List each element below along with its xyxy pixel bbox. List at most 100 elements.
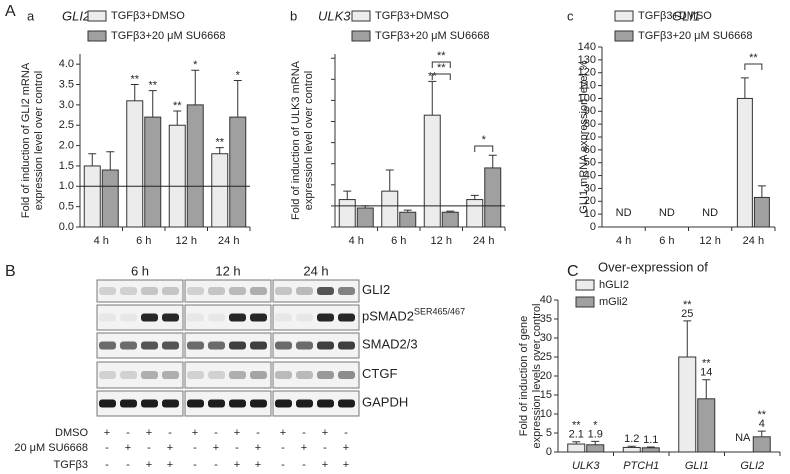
bar [753,196,770,228]
legend-swatch [614,10,634,22]
row-label-superscript: SER465/467 [414,307,465,317]
x-tick-label: 12 h [176,235,197,247]
blot-band [141,287,158,295]
row-label: SMAD2/3 [362,337,418,352]
y-tick-label: 15 [540,389,552,401]
row-label-text: GLI2 [362,282,390,297]
blot-band [296,341,313,350]
y-axis-label: Fold of induction of ULK3 mRNA [290,60,302,220]
bar [356,207,374,228]
row-label-text: GAPDH [362,395,408,410]
blot-panel [272,279,360,303]
error-bar [627,445,636,448]
bar [678,356,697,453]
row-label: CTGF [362,366,397,381]
value-label: ND [616,207,632,219]
treatment-sign: + [301,442,307,454]
bracket-label: ** [437,62,446,74]
y-axis-label: Fold of induction of gene [518,316,530,436]
value-label: 4 [759,418,765,430]
blot-band [141,313,158,322]
blot-band [317,341,334,350]
y-tick-label: 0.0 [59,221,74,233]
blot-band [338,341,355,350]
bar [144,116,162,228]
blot-band [250,371,267,379]
treatment-label: DMSO [55,427,88,439]
blot-band [120,341,137,350]
value-label: 2.1 [569,429,584,441]
bracket-label: ** [437,50,446,62]
error-bar [646,446,655,448]
x-tick-label: 4 h [349,235,364,247]
x-tick-label: GLI1 [685,460,709,472]
y-tick-label: 120 [578,67,596,79]
error-bar [130,84,139,101]
legend-swatch [575,296,595,308]
bracket [474,145,494,152]
treatment-sign: + [322,459,328,471]
blot-band [141,341,158,350]
treatment-sign: + [192,427,198,439]
value-label: 25 [681,308,693,320]
treatment-sign: + [146,427,152,439]
blot-band [296,313,313,322]
error-bar [343,190,352,200]
x-tick-label: 24 h [218,235,239,247]
bar [168,124,186,228]
y-tick-label: 10 [540,408,552,420]
blot-band [208,371,225,379]
blot-band [120,313,137,322]
blot-band [296,287,313,295]
y-tick-label: 0 [590,221,596,233]
significance: ** [572,420,581,432]
treatment-sign: - [193,442,197,454]
treatment-sign: - [235,442,239,454]
blot-band [229,287,246,295]
blot-band [317,287,334,295]
error-bar [191,69,200,105]
legend-swatch [351,10,371,22]
error-bar [148,90,157,118]
blot-band [120,287,137,295]
blot-band [99,341,116,350]
y-tick-label: 2.5 [59,119,74,131]
value-label: 14 [700,367,712,379]
blot-band [162,341,179,350]
x-tick-label: 4 h [94,235,109,247]
y-tick-label: 70 [584,131,596,143]
blot-band [99,287,116,295]
blot-band [296,371,313,379]
blot-band [208,399,225,408]
blot-band [187,341,204,350]
y-tick-label: 1.0 [59,180,74,192]
blot-band [317,313,334,322]
legend-swatch [87,10,107,22]
error-bar [702,379,711,399]
chart-title: GLI2 [62,8,91,23]
blot-band [275,341,292,350]
y-tick-label: 5 [546,427,552,439]
y-tick-label: 110 [578,79,596,91]
bar [441,211,459,228]
treatment-sign: - [214,427,218,439]
treatment-sign: - [126,427,130,439]
y-tick-label: 0 [546,446,552,458]
blot-band [229,313,246,322]
error-bar [88,153,97,166]
treatment-sign: + [343,459,349,471]
treatment-sign: + [255,442,261,454]
blot-band [338,313,355,322]
blot-band [317,399,334,408]
bar [752,436,771,453]
significance: * [236,69,241,81]
blot-band [99,371,116,379]
blot-band [229,371,246,379]
blot-band [250,399,267,408]
treatment-sign: + [280,427,286,439]
legend-label: TGFβ3+DMSO [638,10,712,22]
blot-band [162,287,179,295]
x-tick-label: GLI2 [740,460,764,472]
bracket [431,61,451,68]
